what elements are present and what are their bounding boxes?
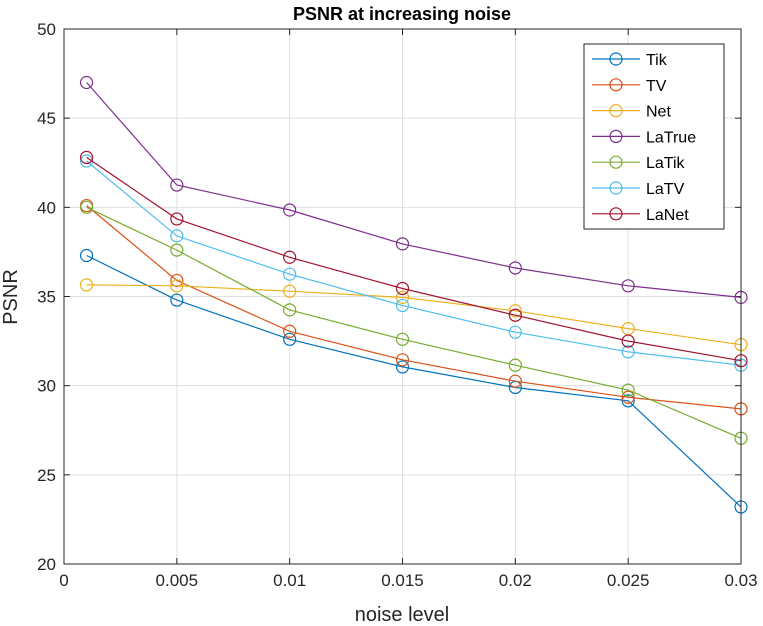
chart-title: PSNR at increasing noise bbox=[293, 4, 511, 24]
data-point-latik bbox=[395, 332, 410, 346]
data-point-tik bbox=[170, 293, 184, 307]
data-point-latrue bbox=[395, 237, 410, 251]
legend: Tik TV Net LaTrue LaTik LaTV LaNet bbox=[583, 43, 725, 230]
y-tick-label: 25 bbox=[37, 466, 56, 485]
legend-marker-tik bbox=[609, 52, 623, 66]
y-tick-label: 20 bbox=[37, 555, 56, 574]
data-point-latv bbox=[508, 325, 522, 339]
series-line-latik bbox=[86, 206, 742, 439]
data-point-latv bbox=[395, 298, 410, 313]
data-point-tv bbox=[621, 390, 635, 404]
data-point-tv bbox=[395, 353, 410, 367]
series-latv bbox=[79, 154, 748, 372]
plot-border bbox=[63, 28, 742, 565]
legend-marker-tv bbox=[609, 78, 623, 92]
data-point-lanet bbox=[621, 334, 635, 348]
legend-marker-net bbox=[609, 103, 623, 118]
data-point-tv bbox=[508, 374, 522, 388]
series-line-tv bbox=[86, 205, 742, 410]
data-point-latrue bbox=[508, 261, 522, 275]
data-point-tik bbox=[283, 332, 297, 346]
x-tick-label: 0.015 bbox=[381, 571, 424, 590]
data-point-lanet bbox=[283, 250, 297, 264]
legend-marker-lanet bbox=[609, 207, 623, 221]
data-point-latik bbox=[79, 200, 94, 214]
data-point-latrue bbox=[283, 203, 297, 217]
y-tick-label: 50 bbox=[37, 20, 56, 39]
series-line-net bbox=[86, 284, 742, 346]
series-line-tik bbox=[86, 254, 742, 508]
series-line-latrue bbox=[86, 82, 742, 298]
x-axis-label: noise level bbox=[355, 604, 450, 626]
legend-label-latrue: LaTrue bbox=[646, 129, 696, 146]
data-point-lanet bbox=[170, 212, 184, 226]
legend-label-net: Net bbox=[646, 104, 671, 121]
series-line-lanet bbox=[86, 156, 742, 362]
x-tick-label: 0.02 bbox=[499, 571, 532, 590]
data-point-net bbox=[79, 278, 94, 292]
data-point-latik bbox=[170, 243, 184, 257]
x-tick-label: 0.025 bbox=[607, 571, 650, 590]
y-tick-label: 40 bbox=[37, 198, 56, 217]
data-point-tik bbox=[79, 248, 94, 263]
data-point-latv bbox=[170, 229, 184, 243]
legend-label-latv: LaTV bbox=[646, 181, 685, 198]
series-tik bbox=[79, 248, 748, 514]
legend-marker-latrue bbox=[609, 129, 623, 143]
data-point-latik bbox=[621, 383, 635, 397]
y-tick-label: 45 bbox=[37, 109, 56, 128]
data-point-net bbox=[395, 290, 410, 304]
y-axis-label: PSNR bbox=[0, 269, 22, 325]
data-point-lanet bbox=[508, 308, 522, 322]
series-latrue bbox=[79, 75, 748, 304]
series-line-latv bbox=[86, 160, 742, 366]
data-point-tv bbox=[283, 324, 297, 338]
legend-label-tik: Tik bbox=[646, 52, 668, 69]
legend-label-tv: TV bbox=[646, 78, 667, 95]
data-point-latv bbox=[621, 345, 635, 359]
data-point-tik bbox=[395, 360, 410, 374]
data-point-tik bbox=[621, 394, 635, 408]
data-point-latrue bbox=[621, 279, 635, 293]
series-lanet bbox=[79, 150, 748, 368]
data-point-latv bbox=[283, 267, 297, 281]
data-point-latrue bbox=[79, 75, 94, 90]
legend-label-lanet: LaNet bbox=[646, 207, 689, 224]
data-point-lanet bbox=[395, 281, 410, 296]
data-point-net bbox=[170, 279, 184, 293]
data-point-latik bbox=[508, 358, 522, 372]
legend-marker-latv bbox=[609, 181, 623, 195]
legend-label-latik: LaTik bbox=[646, 155, 686, 172]
data-point-tv bbox=[170, 273, 184, 288]
x-tick-label: 0.005 bbox=[156, 571, 199, 590]
tick-labels: 0 0.005 0.01 0.015 0.02 0.025 0.03 20 25 30 35 40 45… bbox=[37, 20, 757, 590]
data-point-latik bbox=[283, 303, 297, 317]
data-point-latrue bbox=[170, 178, 184, 192]
legend-marker-latik bbox=[609, 155, 623, 169]
y-tick-label: 30 bbox=[37, 377, 56, 396]
data-point-net bbox=[508, 304, 522, 318]
data-point-net bbox=[283, 284, 297, 298]
x-tick-label: 0 bbox=[59, 571, 68, 590]
data-point-lanet bbox=[79, 150, 94, 164]
x-tick-label: 0.03 bbox=[724, 571, 757, 590]
x-tick-label: 0.01 bbox=[273, 571, 306, 590]
y-tick-label: 35 bbox=[37, 288, 56, 307]
